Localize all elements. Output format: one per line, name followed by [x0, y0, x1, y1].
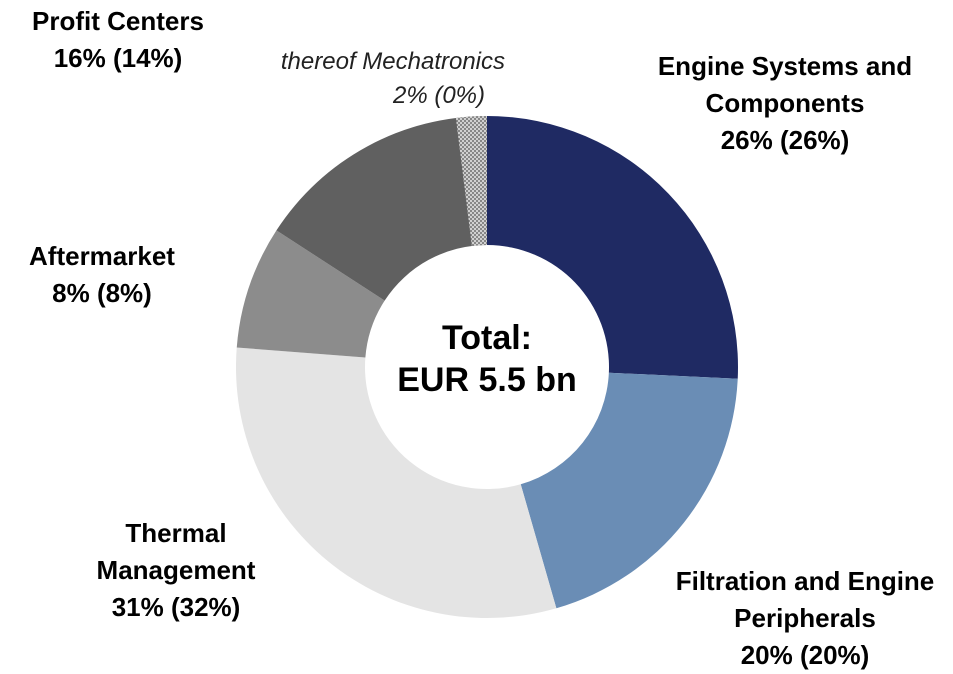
sub-segment — [455, 116, 487, 246]
sub-segment-value: 2% (0%) — [392, 82, 485, 109]
segment — [487, 116, 738, 379]
segment-label: Filtration and Engine Peripherals 20% (20… — [670, 563, 940, 674]
segment-name: Profit Centers — [32, 6, 204, 36]
segment-value: 8% (8%) — [52, 278, 152, 308]
sub-segment-name: thereof Mechatronics — [280, 48, 505, 75]
segment-value: 31% (32%) — [111, 592, 241, 622]
segment-name: Filtration and Engine Peripherals — [675, 566, 935, 633]
segment-label: Thermal Management 31% (32%) — [76, 515, 276, 626]
segment-value: 26% (26%) — [720, 125, 850, 155]
segment — [235, 347, 557, 618]
segment — [520, 372, 738, 609]
segment-name: Aftermarket — [29, 241, 175, 271]
segment — [236, 230, 385, 358]
center-line: EUR 5.5 bn — [397, 361, 577, 399]
segment-value: 20% (20%) — [740, 640, 870, 670]
segment-name: Thermal Management — [96, 518, 256, 585]
segment — [276, 116, 487, 301]
segment-name: Engine Systems and Components — [657, 51, 913, 118]
center-label: Total: EUR 5.5 bn — [367, 317, 607, 401]
segment-label: Profit Centers 16% (14%) — [18, 3, 218, 77]
segment-label: Engine Systems and Components 26% (26%) — [625, 48, 945, 159]
segment-label: Aftermarket 8% (8%) — [2, 238, 202, 312]
segment-value: 16% (14%) — [53, 43, 183, 73]
center-line: Total: — [441, 319, 532, 357]
sub-segment-label: thereof Mechatronics 2% (0%) — [183, 45, 505, 113]
